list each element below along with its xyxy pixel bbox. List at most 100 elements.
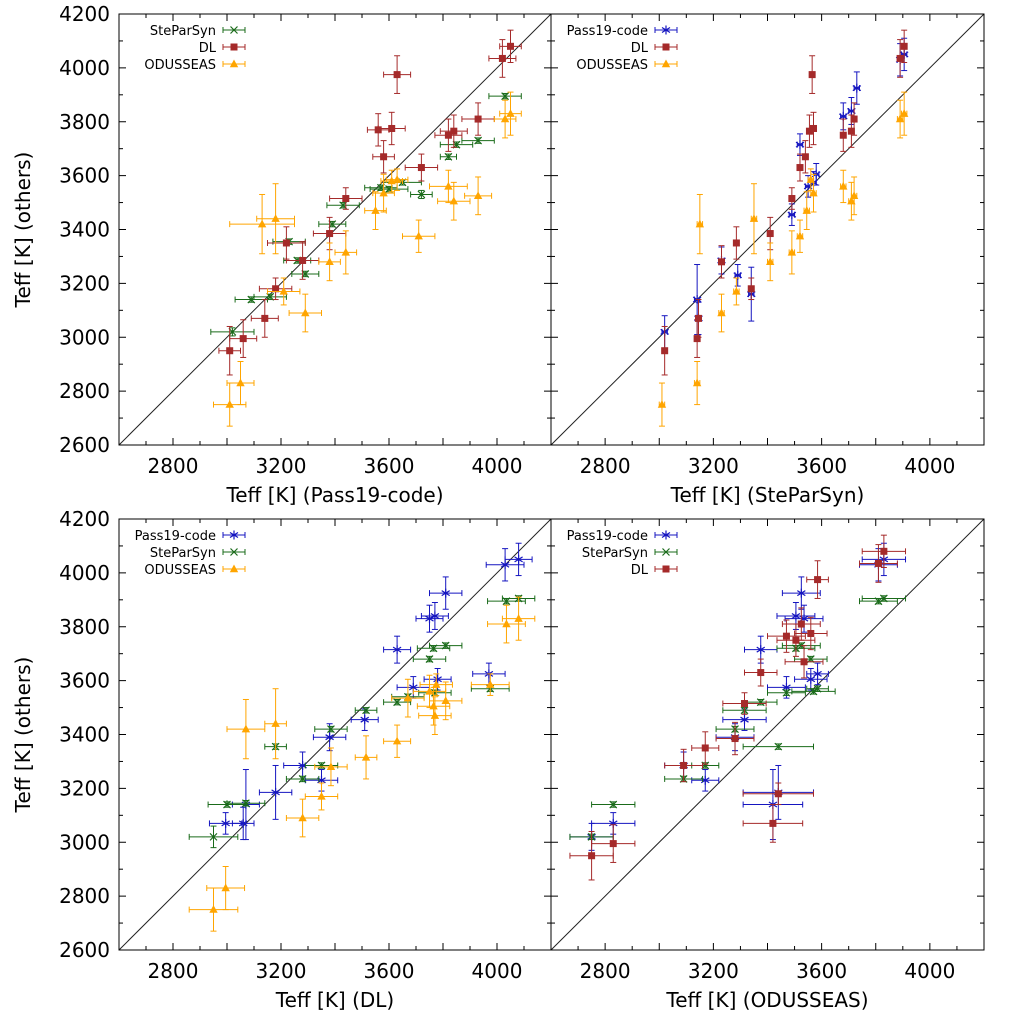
legend-marker	[229, 564, 239, 573]
data-point	[267, 226, 306, 260]
data-point	[733, 264, 743, 287]
data-point	[788, 187, 796, 210]
marker	[271, 787, 280, 797]
y-tick-label: 4200	[59, 507, 110, 531]
data-point	[429, 169, 468, 204]
marker	[839, 131, 847, 139]
y-tick-label: 2800	[59, 884, 110, 908]
y-tick-label: 3800	[59, 615, 110, 639]
data-point	[784, 604, 824, 633]
marker	[657, 400, 667, 408]
data-point	[657, 382, 667, 427]
x-tick-label: 2800	[148, 959, 199, 983]
y-axis-label: Teff [K] (others)	[11, 657, 35, 814]
data-point	[318, 220, 347, 229]
identity-line	[118, 518, 552, 951]
marker	[450, 127, 458, 135]
data-point	[419, 673, 453, 696]
marker	[792, 636, 800, 644]
data-point	[267, 277, 301, 306]
data-point	[794, 668, 828, 691]
marker	[272, 285, 280, 293]
marker	[271, 719, 280, 727]
x-tick-label: 3200	[256, 959, 307, 983]
data-point	[226, 799, 266, 808]
marker	[806, 674, 816, 684]
marker	[766, 230, 774, 238]
y-tick-label: 3600	[59, 164, 110, 188]
data-point	[372, 173, 395, 213]
marker	[895, 114, 905, 123]
legend-label: SteParSyn	[150, 546, 216, 561]
marker	[796, 164, 804, 172]
data-point	[717, 245, 725, 279]
marker	[900, 42, 908, 50]
data-point	[188, 825, 239, 849]
marker	[393, 698, 402, 707]
data-point	[664, 748, 704, 783]
data-point	[766, 242, 775, 282]
legend-label: DL	[631, 563, 649, 578]
marker	[899, 109, 909, 117]
marker	[695, 219, 705, 228]
x-tick-label: 3200	[688, 454, 739, 478]
marker	[221, 883, 230, 892]
marker	[221, 818, 230, 828]
data-point	[742, 742, 815, 751]
data-point	[383, 635, 412, 664]
data-point	[794, 616, 828, 651]
marker	[801, 153, 809, 161]
ticks	[118, 518, 552, 951]
marker	[808, 71, 816, 79]
marker	[809, 188, 818, 197]
series-steparsyn	[569, 594, 907, 841]
data-point	[485, 548, 525, 582]
data-point	[439, 152, 457, 161]
data-point	[434, 118, 463, 152]
marker	[392, 645, 402, 655]
marker	[417, 190, 426, 199]
data-point	[742, 804, 804, 843]
data-point	[781, 576, 821, 610]
y-tick-label: 3400	[59, 218, 110, 242]
x-tick-label: 3600	[796, 454, 847, 478]
data-point	[847, 181, 856, 221]
x-tick-label: 4000	[904, 959, 955, 983]
data-point	[420, 602, 449, 630]
data-point	[437, 181, 471, 221]
marker	[795, 231, 805, 240]
data-point	[385, 168, 409, 191]
data-point	[291, 270, 320, 278]
data-point	[900, 29, 908, 63]
marker	[279, 286, 288, 295]
marker	[449, 196, 458, 205]
data-point	[364, 183, 398, 192]
data-point	[391, 678, 425, 718]
x-tick-label: 2800	[580, 454, 631, 478]
marker	[814, 576, 822, 584]
marker	[444, 131, 452, 139]
marker	[782, 688, 791, 697]
data-point	[795, 133, 805, 156]
data-point	[802, 191, 811, 230]
marker	[257, 219, 267, 228]
marker	[787, 247, 797, 256]
data-point	[314, 747, 348, 787]
marker	[692, 378, 702, 387]
legend-marker	[230, 548, 238, 556]
data-point	[591, 800, 636, 809]
data-point	[852, 71, 862, 105]
marker	[393, 71, 401, 79]
data-point	[329, 187, 363, 210]
data-point	[188, 887, 239, 932]
data-point	[210, 327, 255, 337]
marker	[236, 378, 245, 387]
marker	[325, 732, 334, 742]
legend-marker	[661, 530, 671, 540]
marker	[766, 257, 775, 266]
data-layer	[657, 29, 909, 427]
marker	[209, 905, 218, 913]
marker	[588, 852, 596, 860]
data-point	[256, 183, 295, 255]
identity-line	[118, 13, 552, 446]
